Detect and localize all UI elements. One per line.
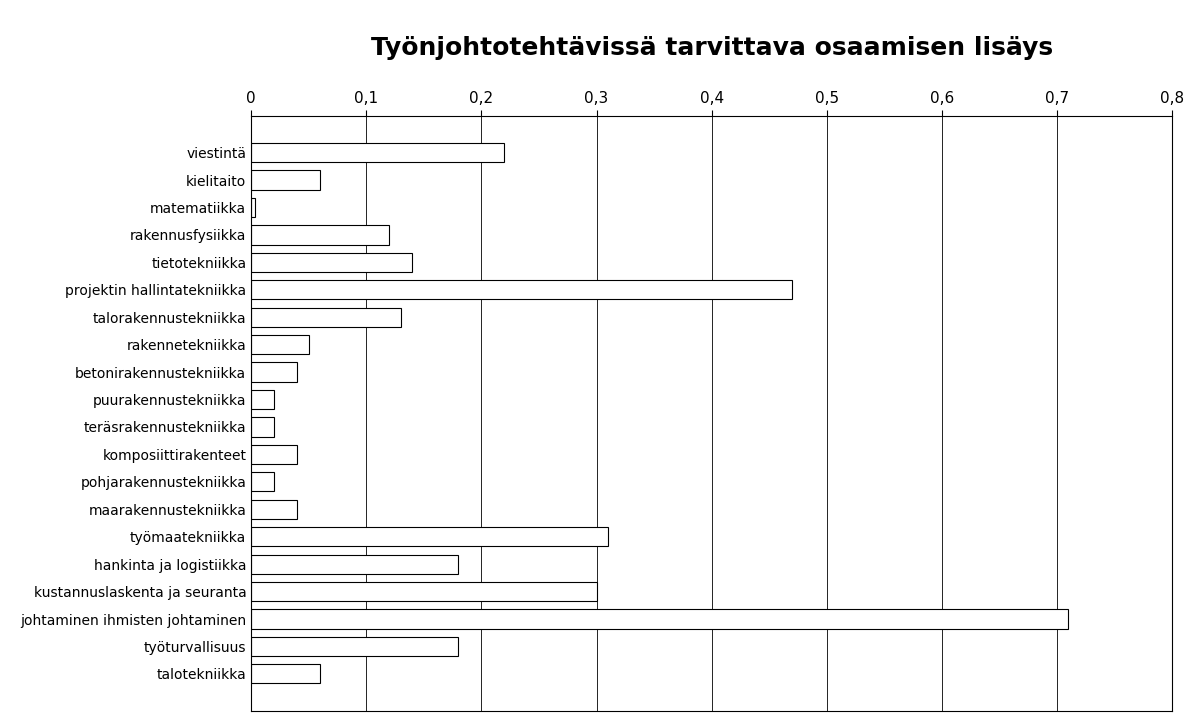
Bar <box>251 472 274 492</box>
Bar <box>251 335 309 355</box>
Bar <box>251 610 1068 629</box>
Bar <box>251 445 297 464</box>
Bar <box>251 198 255 217</box>
Bar <box>251 225 390 244</box>
Bar <box>251 170 321 190</box>
Bar <box>251 637 458 656</box>
Bar <box>251 307 401 327</box>
Bar <box>251 527 608 547</box>
Bar <box>251 418 274 436</box>
Bar <box>251 582 597 601</box>
Bar <box>251 555 458 573</box>
Bar <box>251 143 505 162</box>
Text: Työnjohtotehtävissä tarvittava osaamisen lisäys: Työnjohtotehtävissä tarvittava osaamisen… <box>371 36 1052 60</box>
Bar <box>251 280 792 299</box>
Bar <box>251 664 321 684</box>
Bar <box>251 390 274 409</box>
Bar <box>251 253 413 272</box>
Bar <box>251 500 297 519</box>
Bar <box>251 362 297 381</box>
